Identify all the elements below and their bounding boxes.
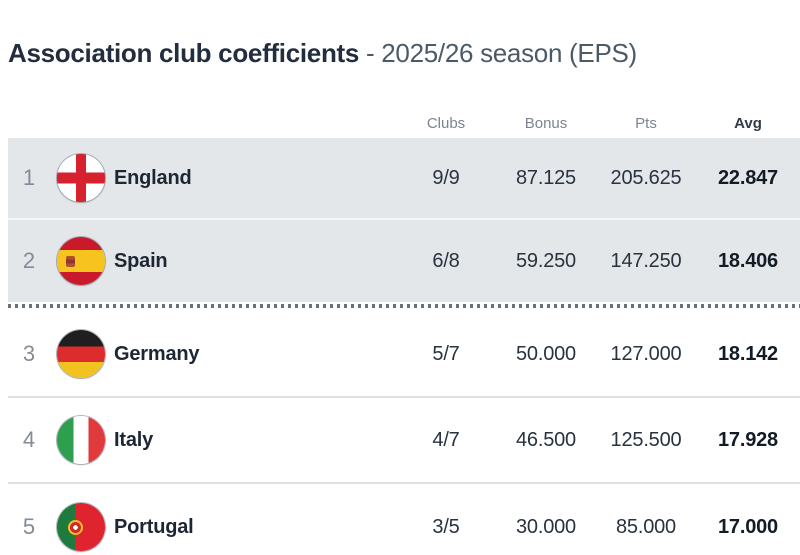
bonus-value: 46.500	[516, 428, 576, 451]
bonus-value: 50.000	[516, 342, 576, 365]
table-row-spain[interactable]: 2 Spain 6/8 59.250 147.250 18.406	[8, 220, 800, 302]
avg-value: 22.847	[718, 166, 778, 189]
rank-value: 2	[22, 248, 36, 273]
coefficients-table: Clubs Bonus Pts Avg 1 England 9/9 87.125…	[8, 108, 800, 555]
bonus-value: 30.000	[516, 515, 576, 538]
table-header-row: Clubs Bonus Pts Avg	[8, 108, 800, 138]
country-name: Portugal	[114, 515, 194, 538]
clubs-value: 6/8	[432, 249, 460, 272]
avg-value: 17.000	[718, 515, 778, 538]
header-avg: Avg	[734, 114, 762, 132]
avg-value: 18.406	[718, 249, 778, 272]
pts-value: 85.000	[616, 515, 676, 538]
spain-crest-icon	[66, 256, 75, 267]
pts-value: 125.500	[610, 428, 682, 451]
header-bonus: Bonus	[524, 114, 568, 132]
qualification-cutoff-dotted-divider	[8, 304, 800, 308]
rank-value: 3	[22, 341, 36, 366]
avg-value: 18.142	[718, 342, 778, 365]
clubs-value: 3/5	[432, 515, 460, 538]
clubs-value: 5/7	[432, 342, 460, 365]
pts-value: 127.000	[610, 342, 682, 365]
header-pts: Pts	[635, 114, 657, 132]
table-row-italy[interactable]: 4 Italy 4/7 46.500 125.500 17.928	[8, 398, 800, 484]
england-flag-icon	[57, 154, 105, 202]
country-name: England	[114, 166, 192, 189]
germany-flag-icon	[57, 330, 105, 378]
rank-value: 5	[22, 514, 36, 539]
rank-value: 4	[22, 427, 36, 452]
spain-flag-icon	[57, 237, 105, 285]
table-row-england[interactable]: 1 England 9/9 87.125 205.625 22.847	[8, 138, 800, 220]
bonus-value: 59.250	[516, 249, 576, 272]
country-name: Italy	[114, 428, 154, 451]
page-title: Association club coefficients - 2025/26 …	[8, 36, 800, 70]
table-row-portugal[interactable]: 5 Portugal 3/5 30.000 85.000 17.000	[8, 484, 800, 555]
portugal-flag-icon	[57, 503, 105, 551]
table-row-germany[interactable]: 3 Germany 5/7 50.000 127.000 18.142	[8, 312, 800, 398]
clubs-value: 4/7	[432, 428, 460, 451]
pts-value: 147.250	[610, 249, 682, 272]
italy-flag-icon	[57, 416, 105, 464]
page-title-main: Association club coefficients	[8, 38, 360, 68]
rank-value: 1	[22, 165, 36, 190]
clubs-value: 9/9	[432, 166, 460, 189]
page-title-season: - 2025/26 season (EPS)	[359, 38, 637, 68]
bonus-value: 87.125	[516, 166, 576, 189]
portugal-armillary-sphere-icon	[68, 520, 83, 535]
header-clubs: Clubs	[426, 114, 466, 132]
pts-value: 205.625	[610, 166, 682, 189]
association-coefficients-page: Association club coefficients - 2025/26 …	[0, 36, 800, 555]
country-name: Spain	[114, 249, 168, 272]
avg-value: 17.928	[718, 428, 778, 451]
country-name: Germany	[114, 342, 200, 365]
